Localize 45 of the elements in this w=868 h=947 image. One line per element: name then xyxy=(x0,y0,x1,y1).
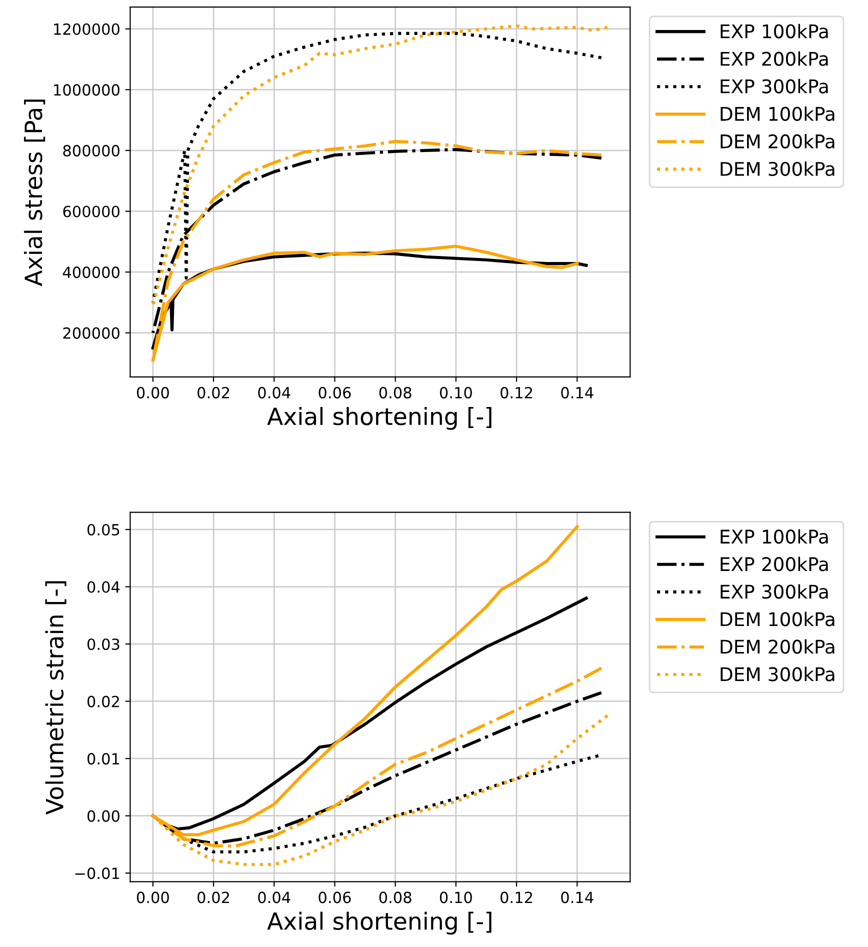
y-tick-label: 1000000 xyxy=(54,84,120,96)
x-tick-label: 0.04 xyxy=(258,892,290,904)
x-tick-label: 0.06 xyxy=(318,892,351,904)
legend-label: DEM 200kPa xyxy=(720,639,834,654)
legend-label: DEM 100kPa xyxy=(720,612,834,626)
y-tick-label: 0.05 xyxy=(87,524,120,536)
legend-label: EXP 300kPa xyxy=(720,584,828,599)
x-tick-label: 0.08 xyxy=(379,386,412,398)
x-axis-title: Axial shortening [-] xyxy=(267,912,492,935)
x-tick-label: 0.02 xyxy=(198,386,230,398)
legend-label: DEM 300kPa xyxy=(720,161,834,176)
y-tick-label: 400000 xyxy=(62,266,120,278)
legend-label: DEM 200kPa xyxy=(720,134,834,148)
x-tick-label: 0.00 xyxy=(136,892,169,904)
y-tick-label: −0.01 xyxy=(75,868,120,880)
y-tick-label: 0.02 xyxy=(87,696,119,708)
x-tick-label: 0.10 xyxy=(440,386,472,398)
legend-label: EXP 200kPa xyxy=(720,556,828,572)
x-tick-label: 0.14 xyxy=(561,892,594,904)
x-tick-label: 0.10 xyxy=(440,892,472,904)
legend-label: DEM 100kPa xyxy=(720,106,834,121)
legend-label: EXP 300kPa xyxy=(720,78,828,94)
legend-label: EXP 100kPa xyxy=(720,24,828,38)
y-tick-label: 0.01 xyxy=(87,753,120,765)
y-tick-label: 0.04 xyxy=(87,581,120,593)
y-tick-label: 800000 xyxy=(63,144,120,156)
y-tick-label: 600000 xyxy=(63,206,120,218)
x-tick-label: 0.08 xyxy=(379,892,412,904)
x-tick-label: 0.02 xyxy=(198,892,230,904)
y-tick-label: 200000 xyxy=(63,327,120,339)
legend-label: EXP 100kPa xyxy=(720,529,828,544)
x-tick-label: 0.12 xyxy=(500,892,532,904)
legend-label: DEM 300kPa xyxy=(720,666,834,682)
y-tick-label: 0.03 xyxy=(87,638,120,650)
x-tick-label: 0.00 xyxy=(136,386,169,398)
x-tick-label: 0.14 xyxy=(561,386,594,398)
legend-label: EXP 200kPa xyxy=(720,51,828,66)
y-axis-title: Volumetric strain [-] xyxy=(45,581,66,815)
x-tick-label: 0.06 xyxy=(318,386,351,398)
x-tick-label: 0.04 xyxy=(258,386,290,398)
x-tick-label: 0.12 xyxy=(500,386,532,398)
x-axis-title: Axial shortening [-] xyxy=(267,406,492,430)
y-axis-title: Axial stress [Pa] xyxy=(24,100,46,286)
y-tick-label: 0.00 xyxy=(87,810,120,822)
y-tick-label: 1200000 xyxy=(54,23,120,35)
